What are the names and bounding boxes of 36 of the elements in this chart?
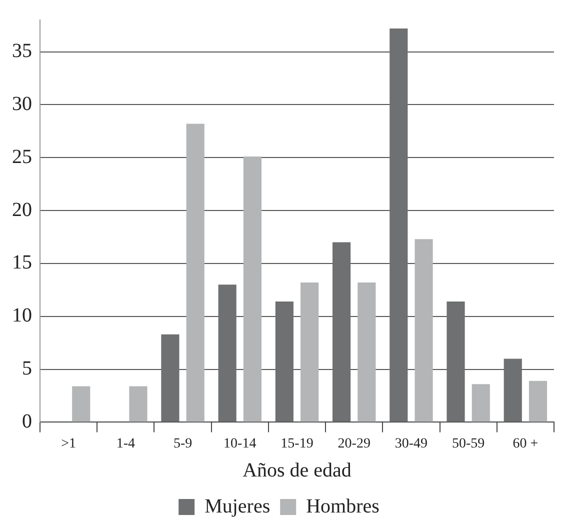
bar <box>358 282 376 422</box>
bar <box>218 284 236 422</box>
bar <box>390 28 408 422</box>
x-axis-title: Años de edad <box>242 459 352 482</box>
y-tick-label: 0 <box>22 410 32 432</box>
bar <box>186 124 204 422</box>
bar <box>332 242 351 422</box>
x-tick-label: 20-29 <box>338 436 370 452</box>
y-tick-label: 20 <box>12 198 32 221</box>
legend-label: Mujeres <box>204 495 270 518</box>
bar <box>129 386 148 422</box>
y-tick-label: 5 <box>22 358 32 380</box>
bar <box>300 282 319 422</box>
x-tick-label: 50-59 <box>452 436 485 452</box>
bar <box>414 239 433 422</box>
x-tick-label: 60 + <box>512 436 538 452</box>
y-tick-label: 15 <box>12 252 32 274</box>
x-tick-label: 5-9 <box>173 436 192 452</box>
bar <box>275 302 294 422</box>
bar <box>528 380 548 422</box>
x-tick-label: 30-49 <box>394 436 428 452</box>
x-tick-label: 1-4 <box>116 436 136 452</box>
y-tick-label: 10 <box>12 304 32 327</box>
y-tick-label: 30 <box>12 92 32 115</box>
x-tick-label: >1 <box>61 436 76 452</box>
legend-label: Hombres <box>306 495 380 518</box>
bar <box>161 334 180 422</box>
bar <box>472 384 490 422</box>
x-tick-label: 10-14 <box>224 436 256 452</box>
x-tick-label: 15-19 <box>280 436 314 452</box>
bar <box>243 156 262 422</box>
bar <box>504 358 522 422</box>
bar <box>446 302 465 422</box>
y-tick-label: 25 <box>12 146 32 168</box>
y-tick-label: 35 <box>12 40 32 62</box>
bar <box>72 386 90 422</box>
